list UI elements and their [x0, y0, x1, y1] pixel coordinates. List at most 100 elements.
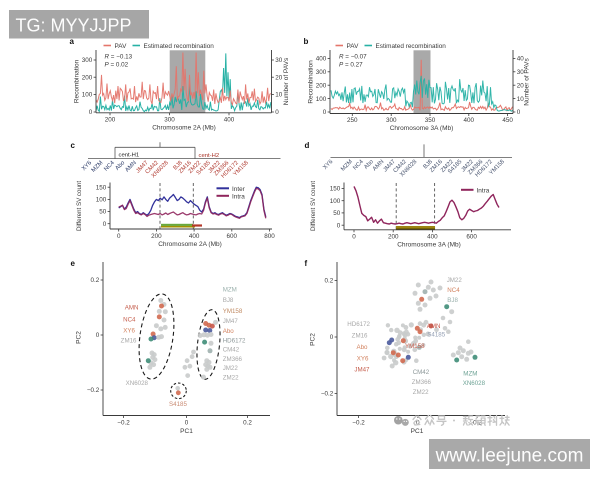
- svg-text:a: a: [70, 37, 75, 46]
- svg-text:ZM22: ZM22: [223, 374, 239, 381]
- svg-text:XN6028: XN6028: [126, 380, 149, 387]
- svg-text:100: 100: [316, 96, 327, 103]
- svg-text:20: 20: [517, 82, 525, 89]
- svg-text:30: 30: [275, 57, 283, 64]
- svg-text:Different SV count: Different SV count: [76, 181, 83, 231]
- svg-text:JM47: JM47: [223, 318, 239, 325]
- svg-text:−0.2: −0.2: [87, 387, 100, 394]
- svg-text:P = 0.27: P = 0.27: [339, 62, 363, 69]
- svg-text:PAV: PAV: [115, 43, 128, 50]
- svg-text:150: 150: [96, 184, 107, 191]
- svg-text:PC2: PC2: [76, 331, 83, 344]
- svg-text:AMN: AMN: [125, 305, 139, 312]
- svg-text:Recombination: Recombination: [308, 60, 315, 104]
- svg-text:30: 30: [517, 69, 525, 76]
- svg-text:NC4: NC4: [123, 316, 136, 323]
- svg-text:Different SV count: Different SV count: [310, 181, 317, 231]
- svg-text:Chromosome 2A (Mb): Chromosome 2A (Mb): [152, 125, 216, 132]
- svg-text:10: 10: [517, 96, 525, 103]
- svg-text:400: 400: [464, 117, 475, 124]
- svg-text:YM158: YM158: [405, 343, 425, 350]
- svg-text:400: 400: [224, 116, 235, 123]
- svg-text:0: 0: [337, 222, 341, 229]
- svg-text:BJ8: BJ8: [447, 297, 458, 304]
- svg-text:50: 50: [333, 210, 341, 217]
- svg-text:−0.2: −0.2: [117, 419, 130, 426]
- svg-text:250: 250: [347, 117, 358, 124]
- svg-text:200: 200: [151, 233, 162, 240]
- svg-text:MZM: MZM: [463, 370, 477, 377]
- svg-text:YM158: YM158: [223, 308, 243, 315]
- svg-text:800: 800: [264, 233, 275, 240]
- svg-text:PC2: PC2: [310, 333, 317, 346]
- svg-text:100: 100: [330, 198, 341, 205]
- svg-text:CM42: CM42: [413, 369, 430, 376]
- svg-text:0.2: 0.2: [325, 278, 334, 285]
- svg-text:Intra: Intra: [477, 187, 490, 194]
- svg-text:MZM: MZM: [223, 287, 237, 294]
- svg-text:0: 0: [330, 334, 334, 341]
- svg-text:400: 400: [189, 233, 200, 240]
- svg-text:PC1: PC1: [411, 428, 424, 435]
- svg-text:0: 0: [352, 234, 356, 241]
- svg-text:10: 10: [275, 92, 283, 99]
- svg-text:S4185: S4185: [427, 331, 445, 338]
- svg-text:Abo: Abo: [223, 328, 235, 335]
- svg-text:0.2: 0.2: [91, 277, 100, 284]
- svg-text:400: 400: [427, 234, 438, 241]
- svg-text:0: 0: [185, 419, 189, 426]
- svg-text:200: 200: [388, 234, 399, 241]
- svg-text:XY6: XY6: [357, 355, 369, 362]
- svg-text:−0.2: −0.2: [321, 391, 334, 398]
- svg-text:20: 20: [275, 74, 283, 81]
- svg-text:ZM16: ZM16: [352, 333, 368, 340]
- svg-text:0: 0: [275, 109, 279, 116]
- svg-text:0.2: 0.2: [243, 419, 252, 426]
- svg-text:0: 0: [117, 233, 121, 240]
- svg-text:300: 300: [82, 57, 93, 64]
- svg-text:0: 0: [89, 109, 93, 116]
- svg-text:www.leejune.com: www.leejune.com: [435, 446, 584, 467]
- svg-text:PAV: PAV: [347, 43, 360, 50]
- svg-text:BJ8: BJ8: [172, 160, 184, 172]
- svg-text:NC4: NC4: [447, 287, 460, 294]
- svg-text:Intra: Intra: [232, 193, 245, 200]
- svg-text:c: c: [71, 141, 76, 150]
- svg-text:BJ8: BJ8: [223, 297, 234, 304]
- svg-text:Number of PAVs: Number of PAVs: [524, 58, 531, 106]
- svg-text:400: 400: [316, 56, 327, 63]
- svg-text:Inter: Inter: [232, 186, 246, 193]
- svg-text:Estimated recombination: Estimated recombination: [376, 43, 447, 50]
- svg-text:PC1: PC1: [180, 428, 193, 435]
- svg-text:300: 300: [316, 69, 327, 76]
- svg-text:ZM366: ZM366: [223, 356, 243, 363]
- svg-text:Chromosome 3A (Mb): Chromosome 3A (Mb): [397, 242, 461, 249]
- svg-text:Abo: Abo: [356, 344, 368, 351]
- svg-text:0: 0: [416, 419, 420, 426]
- svg-text:CM42: CM42: [223, 347, 240, 354]
- svg-text:ZM366: ZM366: [412, 379, 432, 386]
- svg-text:600: 600: [466, 234, 477, 241]
- svg-text:R = −0.13: R = −0.13: [105, 54, 133, 61]
- svg-text:100: 100: [82, 92, 93, 99]
- svg-text:f: f: [305, 259, 308, 268]
- svg-text:BJ8: BJ8: [422, 158, 434, 170]
- svg-text:d: d: [305, 141, 310, 150]
- svg-text:cent-H2: cent-H2: [199, 153, 220, 159]
- svg-text:0: 0: [96, 332, 100, 339]
- svg-text:−0.2: −0.2: [352, 419, 365, 426]
- svg-text:200: 200: [105, 116, 116, 123]
- svg-text:Number of PAVs: Number of PAVs: [283, 57, 290, 105]
- svg-text:R = −0.07: R = −0.07: [339, 54, 367, 61]
- svg-text:200: 200: [82, 74, 93, 81]
- svg-text:Recombination: Recombination: [74, 59, 81, 103]
- svg-text:TG: MYYJJPP: TG: MYYJJPP: [16, 16, 132, 36]
- svg-text:XY6: XY6: [123, 327, 135, 334]
- svg-text:Chromosome 3A (Mb): Chromosome 3A (Mb): [390, 125, 454, 132]
- svg-text:AMN: AMN: [427, 323, 441, 330]
- svg-text:450: 450: [502, 117, 513, 124]
- svg-text:200: 200: [316, 82, 327, 89]
- svg-text:JM22: JM22: [447, 277, 463, 284]
- svg-text:0: 0: [517, 109, 521, 116]
- svg-text:ZM16: ZM16: [121, 338, 137, 345]
